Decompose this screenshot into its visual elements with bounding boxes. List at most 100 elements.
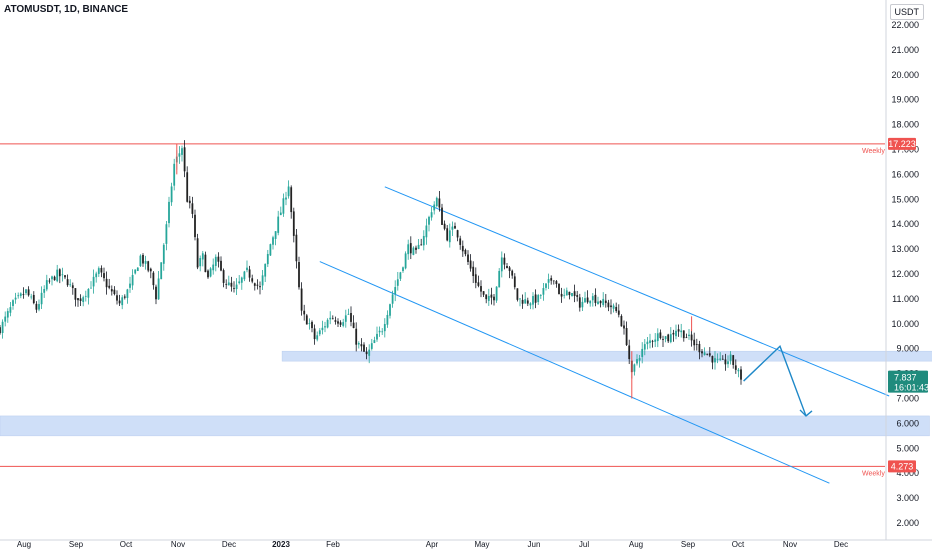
price-tick-label: 3.000 xyxy=(896,493,919,503)
candle-body xyxy=(342,322,345,326)
candle-body xyxy=(537,295,540,303)
price-axis[interactable]: 2.0003.0004.0005.0006.0007.0008.0009.000… xyxy=(885,0,919,540)
candle-body xyxy=(565,290,568,296)
candle-body xyxy=(204,254,207,273)
candle-body xyxy=(326,319,329,328)
candle-body xyxy=(292,211,295,236)
candle-body xyxy=(428,216,430,225)
candle-body xyxy=(157,278,160,300)
candle-body xyxy=(560,293,563,297)
candle-body xyxy=(693,339,696,346)
candle-body xyxy=(207,270,209,278)
candle-body xyxy=(300,288,303,311)
candle-body xyxy=(651,340,654,342)
candle-body xyxy=(253,283,256,286)
candle-body xyxy=(612,305,615,309)
candle-body xyxy=(144,260,147,264)
candle-body xyxy=(586,297,589,303)
candle-body xyxy=(139,255,142,267)
candle-body xyxy=(706,353,709,355)
candle-body xyxy=(274,231,277,239)
price-tick-label: 13.000 xyxy=(891,244,919,254)
time-axis[interactable]: Aug Sep Oct Nov Dec 2023 Feb Apr May Jun Jul Aug Sep… xyxy=(0,539,932,549)
candle-body xyxy=(45,280,48,290)
candle-body xyxy=(573,291,576,296)
candle-body xyxy=(318,330,321,335)
candle-body xyxy=(714,358,716,363)
candle-body xyxy=(220,260,222,271)
candle-body xyxy=(389,304,391,316)
candle-body xyxy=(521,299,524,304)
candle-body xyxy=(641,348,644,357)
candle-body xyxy=(48,280,51,282)
candle-body xyxy=(420,244,423,246)
candle-body xyxy=(355,328,358,345)
candle-body xyxy=(498,270,501,288)
candle-body xyxy=(391,294,394,304)
candle-body xyxy=(381,331,384,333)
candle-body xyxy=(84,295,87,297)
candle-body xyxy=(589,300,592,304)
candle-body xyxy=(711,355,714,363)
candle-body xyxy=(225,283,228,285)
candle-body xyxy=(646,341,649,345)
time-tick-label: Nov xyxy=(171,540,185,549)
candle-body xyxy=(685,337,688,339)
candle-body xyxy=(311,321,313,329)
candle-body xyxy=(513,276,516,288)
candle-body xyxy=(149,268,152,272)
candle-body xyxy=(248,269,251,278)
candle-body xyxy=(308,323,311,324)
candle-body xyxy=(532,296,534,305)
last-price-text: 7.837 xyxy=(894,373,917,383)
price-tick-label: 7.000 xyxy=(896,394,919,404)
channel-upper-line xyxy=(384,186,890,397)
candle-body xyxy=(386,314,389,325)
candle-body xyxy=(40,292,43,305)
candle-body xyxy=(456,230,459,238)
candle-body xyxy=(680,330,683,333)
candle-body xyxy=(698,343,701,353)
candle-body xyxy=(581,301,584,308)
candle-body xyxy=(183,147,186,172)
candle-body xyxy=(682,330,685,339)
candle-body xyxy=(727,361,729,365)
level-price-tag-2 xyxy=(888,460,916,473)
support-zone-2 xyxy=(0,415,930,437)
candle-body xyxy=(662,339,664,340)
symbol-title[interactable]: ATOMUSDT, 1D, BINANCE xyxy=(4,4,129,15)
candle-body xyxy=(290,187,293,213)
candle-body xyxy=(324,326,326,328)
currency-badge[interactable]: USDT xyxy=(889,4,924,20)
candle-body xyxy=(6,311,9,318)
candle-body xyxy=(485,294,488,300)
candle-body xyxy=(259,286,261,288)
price-tick-label: 2.000 xyxy=(896,518,919,528)
level-tag-2: Weekly xyxy=(862,470,885,477)
price-tick-label: 6.000 xyxy=(896,418,919,428)
candle-body xyxy=(194,214,196,238)
candle-body xyxy=(695,344,698,345)
candle-body xyxy=(430,212,433,218)
candle-body xyxy=(550,278,553,281)
candle-body xyxy=(672,332,675,335)
time-tick-label: Oct xyxy=(732,540,745,549)
candle-body xyxy=(415,247,417,250)
time-tick-label: Dec xyxy=(222,540,236,549)
price-tick-label: 4.000 xyxy=(896,468,919,478)
candle-body xyxy=(547,279,550,283)
candle-body xyxy=(357,343,360,345)
candle-body xyxy=(594,294,597,303)
candle-body xyxy=(350,313,352,322)
candle-body xyxy=(105,278,108,288)
candle-body xyxy=(469,260,472,269)
candle-body xyxy=(378,330,381,333)
candle-body xyxy=(558,283,560,295)
candle-body xyxy=(61,274,64,276)
time-tick-label: 2023 xyxy=(272,540,290,549)
candle-body xyxy=(472,266,475,277)
candle-body xyxy=(121,297,124,306)
candle-body xyxy=(191,203,194,214)
